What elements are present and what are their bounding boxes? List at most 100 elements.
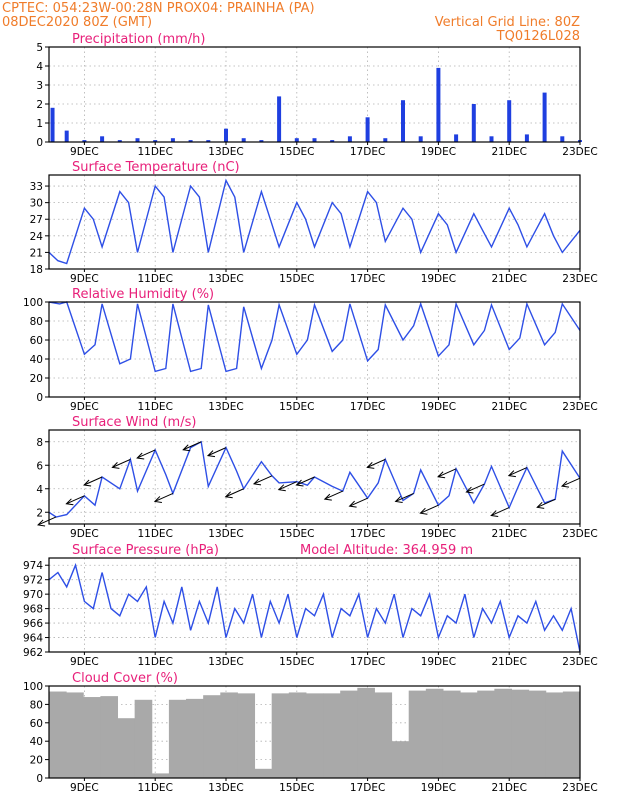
precip-bar — [259, 140, 264, 142]
y-tick-label: 30 — [30, 198, 43, 210]
wind-arrowhead — [182, 444, 191, 452]
x-tick-label: 15DEC — [279, 401, 314, 413]
x-tick-label: 13DEC — [208, 656, 243, 668]
y-tick-label: 27 — [30, 214, 43, 226]
wind-arrowhead — [465, 486, 474, 494]
wind-arrow — [437, 468, 457, 478]
wind-arrow — [278, 481, 298, 491]
x-tick-label: 11DEC — [137, 656, 172, 668]
y-tick-label: 20 — [30, 755, 43, 767]
wind-arrow — [324, 490, 344, 500]
panel-frame — [48, 301, 581, 398]
wind-arrow — [112, 458, 131, 468]
x-tick-label: 23DEC — [562, 528, 597, 540]
x-tick-label: 23DEC — [562, 273, 597, 285]
wind-arrow — [349, 497, 368, 507]
panel-rh: Relative Humidity (%) 0 20 40 60 80 100 9DEC 11D… — [23, 287, 598, 413]
precip-bar — [383, 138, 388, 142]
x-tick-label: 13DEC — [208, 782, 243, 794]
x-tick-label: 21DEC — [491, 273, 526, 285]
y-tick-label: 21 — [30, 247, 43, 259]
x-tick-label: 21DEC — [491, 401, 526, 413]
cloud-bar — [203, 695, 221, 778]
x-tick-label: 9DEC — [70, 782, 99, 794]
y-tick-label: 966 — [23, 618, 43, 630]
y-tick-label: 33 — [30, 181, 43, 193]
x-tick-label: 13DEC — [208, 401, 243, 413]
y-tick-label: 20 — [30, 373, 43, 385]
precip-bar — [365, 117, 370, 142]
cloud-bar — [100, 696, 119, 778]
wind-arrow — [66, 495, 85, 505]
x-tick-label: 11DEC — [137, 146, 172, 158]
x-tick-label: 11DEC — [137, 782, 172, 794]
wind-arrowhead — [536, 501, 545, 509]
wind-arrowhead — [111, 462, 120, 469]
precip-bar — [471, 104, 476, 142]
x-tick-label: 23DEC — [562, 146, 597, 158]
header-station: CPTEC: 054:23W-00:28N PROX04: PRAINHA (P… — [2, 1, 315, 16]
cloud-bar — [66, 692, 84, 778]
x-tick-label: 23DEC — [562, 401, 597, 413]
panel-title-temp: Surface Temperature (nC) — [72, 160, 240, 175]
wind-arrowhead — [83, 479, 92, 487]
x-tick-label: 17DEC — [350, 528, 385, 540]
wind-arrow — [537, 498, 556, 508]
cloud-bar — [374, 692, 393, 778]
cloud-bar — [391, 741, 410, 778]
series-line-temp — [48, 178, 581, 265]
cloud-bar — [134, 699, 153, 778]
x-tick-label: 21DEC — [491, 528, 526, 540]
x-tick-label: 15DEC — [279, 782, 314, 794]
y-tick-label: 100 — [23, 297, 43, 309]
cloud-bar — [323, 693, 341, 778]
x-tick-label: 17DEC — [350, 401, 385, 413]
cloud-bar — [460, 692, 478, 778]
precip-bar — [312, 138, 317, 142]
x-tick-label: 15DEC — [279, 656, 314, 668]
x-tick-label: 17DEC — [350, 782, 385, 794]
panel-frame — [48, 174, 581, 270]
cloud-bar — [288, 692, 307, 778]
x-tick-label: 21DEC — [491, 782, 526, 794]
precip-bar — [524, 134, 529, 142]
cloud-bar — [237, 693, 256, 778]
precip-bar — [50, 107, 55, 142]
precip-bar — [206, 140, 211, 142]
wind-arrowhead — [366, 462, 375, 469]
panel-frame — [48, 685, 581, 779]
precip-bar — [454, 134, 459, 142]
cloud-bar — [220, 692, 238, 778]
wind-arrowhead — [560, 480, 570, 488]
precip-bar — [64, 130, 69, 142]
x-tick-label: 21DEC — [491, 146, 526, 158]
precip-bar — [153, 140, 158, 142]
y-tick-label: 964 — [23, 633, 43, 645]
y-tick-label: 40 — [30, 736, 43, 748]
wind-arrowhead — [437, 471, 446, 479]
precip-bar — [224, 128, 228, 142]
series-line-pres — [48, 562, 581, 653]
y-tick-label: 60 — [30, 718, 43, 730]
x-tick-label: 11DEC — [137, 401, 172, 413]
precip-bar — [100, 136, 105, 142]
wind-arrowhead — [224, 491, 233, 499]
wind-arrowhead — [348, 500, 357, 508]
x-tick-label: 13DEC — [208, 528, 243, 540]
panel-frame — [48, 46, 581, 143]
wind-arrowhead — [323, 493, 332, 501]
wind-arrowhead — [65, 498, 74, 506]
wind-arrowhead — [37, 519, 46, 527]
x-tick-label: 19DEC — [421, 528, 456, 540]
wind-arrow — [466, 483, 485, 493]
cloud-bar — [545, 692, 564, 778]
x-tick-label: 19DEC — [421, 146, 456, 158]
y-tick-label: 60 — [30, 335, 43, 347]
wind-arrowhead — [507, 470, 516, 478]
x-tick-label: 19DEC — [421, 782, 456, 794]
x-tick-label: 15DEC — [279, 146, 314, 158]
x-tick-label: 17DEC — [350, 656, 385, 668]
wind-arrow — [420, 504, 439, 514]
panel-precip: Precipitation (mm/h) 0 1 2 3 4 5 9DEC 11DEC 13DEC… — [36, 32, 597, 158]
